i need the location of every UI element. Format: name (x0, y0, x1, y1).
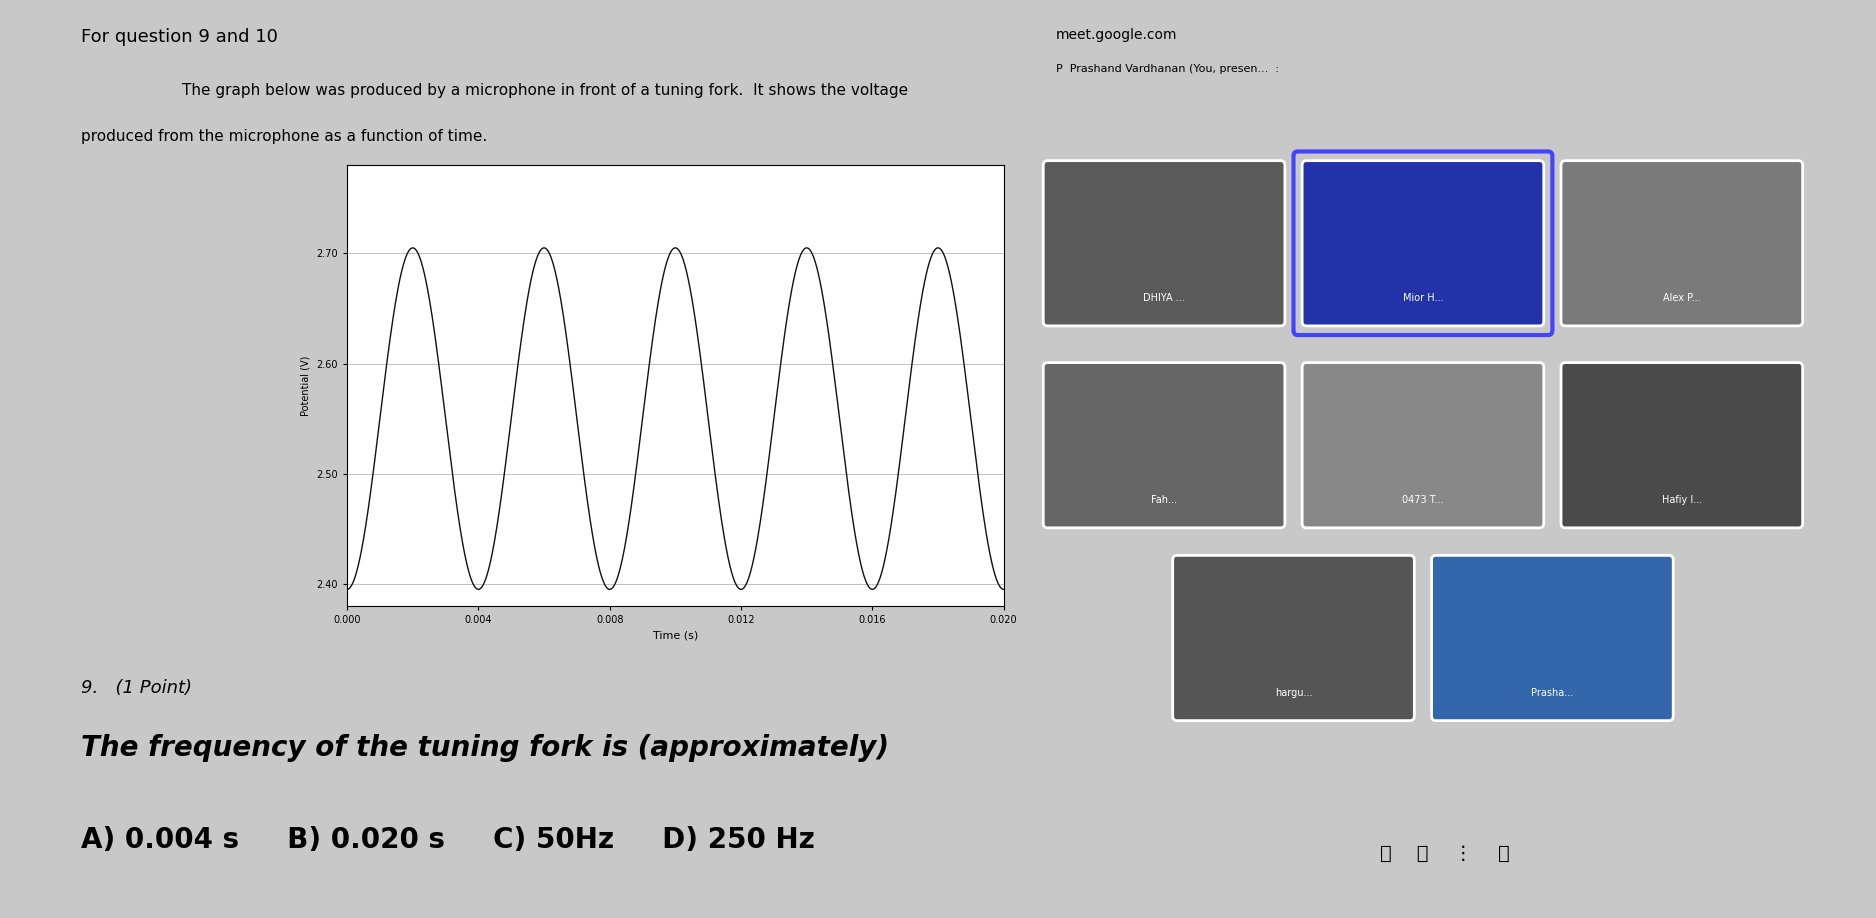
Text: Fah...: Fah... (1152, 495, 1176, 505)
Text: The frequency of the tuning fork is (approximately): The frequency of the tuning fork is (app… (81, 734, 889, 763)
Text: hargu...: hargu... (1276, 688, 1311, 698)
Text: Hafiy I...: Hafiy I... (1662, 495, 1702, 505)
Text: A) 0.004 s     B) 0.020 s     C) 50Hz     D) 250 Hz: A) 0.004 s B) 0.020 s C) 50Hz D) 250 Hz (81, 826, 814, 855)
Text: 0473 T...: 0473 T... (1401, 495, 1445, 505)
FancyBboxPatch shape (1043, 161, 1285, 326)
FancyBboxPatch shape (1431, 555, 1673, 721)
Text: produced from the microphone as a function of time.: produced from the microphone as a functi… (81, 129, 488, 143)
Text: P  Prashand Vardhanan (You, presen...  :: P Prashand Vardhanan (You, presen... : (1056, 64, 1279, 74)
Y-axis label: Potential (V): Potential (V) (300, 355, 311, 416)
Text: 9.   (1 Point): 9. (1 Point) (81, 679, 191, 698)
Text: For question 9 and 10: For question 9 and 10 (81, 28, 278, 46)
Text: Mior H...: Mior H... (1403, 293, 1443, 303)
FancyBboxPatch shape (1302, 363, 1544, 528)
FancyBboxPatch shape (1302, 161, 1544, 326)
Text: DHIYA ...: DHIYA ... (1142, 293, 1186, 303)
X-axis label: Time (s): Time (s) (653, 631, 698, 641)
Text: meet.google.com: meet.google.com (1056, 28, 1178, 41)
FancyBboxPatch shape (1561, 161, 1803, 326)
FancyBboxPatch shape (1172, 555, 1415, 721)
Text: 🎤    📷    ⋮    📞: 🎤 📷 ⋮ 📞 (1379, 844, 1510, 863)
Text: The graph below was produced by a microphone in front of a tuning fork.  It show: The graph below was produced by a microp… (182, 83, 908, 97)
Text: Prasha...: Prasha... (1531, 688, 1574, 698)
FancyBboxPatch shape (1043, 363, 1285, 528)
FancyBboxPatch shape (1561, 363, 1803, 528)
Text: Alex P...: Alex P... (1662, 293, 1702, 303)
